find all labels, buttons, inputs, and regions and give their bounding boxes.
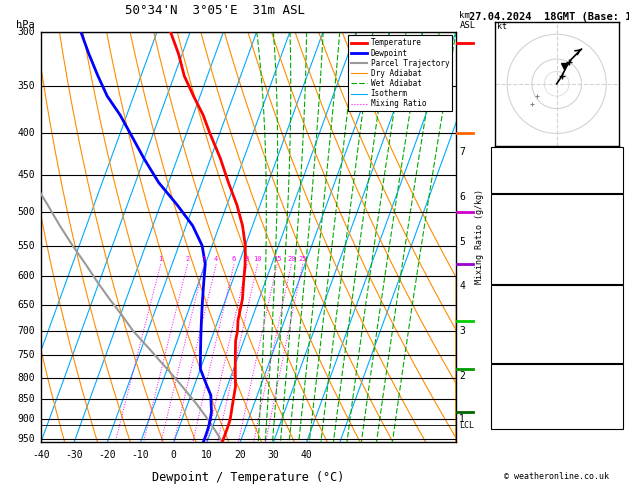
Text: 308: 308 bbox=[602, 234, 620, 244]
Text: 3: 3 bbox=[459, 326, 465, 336]
Text: 10: 10 bbox=[253, 256, 262, 262]
Text: 450: 450 bbox=[17, 170, 35, 180]
Text: StmDir: StmDir bbox=[495, 404, 530, 415]
Text: 30: 30 bbox=[267, 451, 279, 460]
Text: 4: 4 bbox=[459, 281, 465, 291]
Text: Pressure (mb): Pressure (mb) bbox=[495, 299, 571, 309]
Text: 20: 20 bbox=[234, 451, 246, 460]
Text: 650: 650 bbox=[17, 299, 35, 310]
Text: 27.04.2024  18GMT (Base: 12): 27.04.2024 18GMT (Base: 12) bbox=[469, 12, 629, 22]
Legend: Temperature, Dewpoint, Parcel Trajectory, Dry Adiabat, Wet Adiabat, Isotherm, Mi: Temperature, Dewpoint, Parcel Trajectory… bbox=[348, 35, 452, 111]
Text: 5: 5 bbox=[459, 237, 465, 247]
Text: 350: 350 bbox=[17, 81, 35, 91]
Text: 6: 6 bbox=[232, 256, 236, 262]
Text: 52: 52 bbox=[608, 165, 620, 175]
Text: 36: 36 bbox=[608, 391, 620, 401]
Text: Lifted Index: Lifted Index bbox=[495, 325, 565, 335]
Text: 300: 300 bbox=[17, 27, 35, 36]
Text: km
ASL: km ASL bbox=[459, 11, 476, 30]
Text: 1.75: 1.75 bbox=[596, 180, 620, 190]
Text: -10: -10 bbox=[131, 451, 149, 460]
Text: 266: 266 bbox=[602, 260, 620, 270]
Text: 266: 266 bbox=[602, 338, 620, 348]
Text: Mixing Ratio (g/kg): Mixing Ratio (g/kg) bbox=[475, 190, 484, 284]
Text: hPa: hPa bbox=[16, 19, 35, 30]
Text: 8: 8 bbox=[245, 256, 249, 262]
Text: kt: kt bbox=[497, 22, 507, 31]
Text: Most Unstable: Most Unstable bbox=[518, 286, 595, 296]
Text: 14.6: 14.6 bbox=[596, 208, 620, 218]
Text: 2: 2 bbox=[459, 371, 465, 381]
Text: CAPE (J): CAPE (J) bbox=[495, 260, 542, 270]
Text: 0: 0 bbox=[614, 272, 620, 282]
Text: Dewp (°C): Dewp (°C) bbox=[495, 221, 548, 231]
Text: Dewpoint / Temperature (°C): Dewpoint / Temperature (°C) bbox=[152, 471, 345, 484]
Text: EH: EH bbox=[495, 378, 507, 388]
Text: Totals Totals: Totals Totals bbox=[495, 165, 571, 175]
Text: PW (cm): PW (cm) bbox=[495, 180, 536, 190]
Text: Surface: Surface bbox=[536, 195, 577, 206]
Text: Lifted Index: Lifted Index bbox=[495, 247, 565, 257]
Text: 500: 500 bbox=[17, 207, 35, 217]
Text: 950: 950 bbox=[17, 434, 35, 444]
Text: 3: 3 bbox=[202, 256, 206, 262]
Text: 308: 308 bbox=[602, 312, 620, 322]
Text: θₑ (K): θₑ (K) bbox=[495, 312, 530, 322]
Text: SREH: SREH bbox=[495, 391, 518, 401]
Text: Temp (°C): Temp (°C) bbox=[495, 208, 548, 218]
Text: 25: 25 bbox=[298, 256, 307, 262]
Text: 400: 400 bbox=[17, 128, 35, 138]
Text: 750: 750 bbox=[17, 350, 35, 360]
Text: 1: 1 bbox=[459, 414, 465, 424]
Text: 2: 2 bbox=[186, 256, 189, 262]
Text: K: K bbox=[495, 150, 501, 159]
Text: 4: 4 bbox=[214, 256, 218, 262]
Text: 233°: 233° bbox=[596, 404, 620, 415]
Text: LCL: LCL bbox=[459, 421, 474, 430]
Text: 600: 600 bbox=[17, 271, 35, 281]
Text: 0: 0 bbox=[171, 451, 177, 460]
Text: 25: 25 bbox=[608, 150, 620, 159]
Text: CIN (J): CIN (J) bbox=[495, 351, 536, 361]
Text: 1: 1 bbox=[159, 256, 163, 262]
Text: 0: 0 bbox=[614, 351, 620, 361]
Text: Hodograph: Hodograph bbox=[530, 365, 583, 375]
Text: -1: -1 bbox=[608, 325, 620, 335]
Text: 10: 10 bbox=[201, 451, 213, 460]
Text: 33: 33 bbox=[608, 378, 620, 388]
Text: -30: -30 bbox=[65, 451, 83, 460]
Text: CIN (J): CIN (J) bbox=[495, 272, 536, 282]
Text: 50°34'N  3°05'E  31m ASL: 50°34'N 3°05'E 31m ASL bbox=[125, 4, 305, 17]
Text: 6: 6 bbox=[459, 192, 465, 202]
Text: 550: 550 bbox=[17, 241, 35, 251]
Text: 850: 850 bbox=[17, 394, 35, 404]
Text: 700: 700 bbox=[17, 326, 35, 336]
Text: 999: 999 bbox=[602, 299, 620, 309]
Text: © weatheronline.co.uk: © weatheronline.co.uk bbox=[504, 472, 609, 481]
Text: -40: -40 bbox=[32, 451, 50, 460]
Text: θₑ(K): θₑ(K) bbox=[495, 234, 525, 244]
Text: -20: -20 bbox=[99, 451, 116, 460]
Text: 8.9: 8.9 bbox=[602, 221, 620, 231]
Text: 800: 800 bbox=[17, 373, 35, 383]
Text: StmSpd (kt): StmSpd (kt) bbox=[495, 417, 560, 428]
Text: 40: 40 bbox=[301, 451, 313, 460]
Text: 7: 7 bbox=[459, 147, 465, 157]
Text: 18: 18 bbox=[608, 417, 620, 428]
Text: CAPE (J): CAPE (J) bbox=[495, 338, 542, 348]
Text: 20: 20 bbox=[287, 256, 296, 262]
Text: 15: 15 bbox=[273, 256, 281, 262]
Text: -1: -1 bbox=[608, 247, 620, 257]
Text: 900: 900 bbox=[17, 415, 35, 424]
